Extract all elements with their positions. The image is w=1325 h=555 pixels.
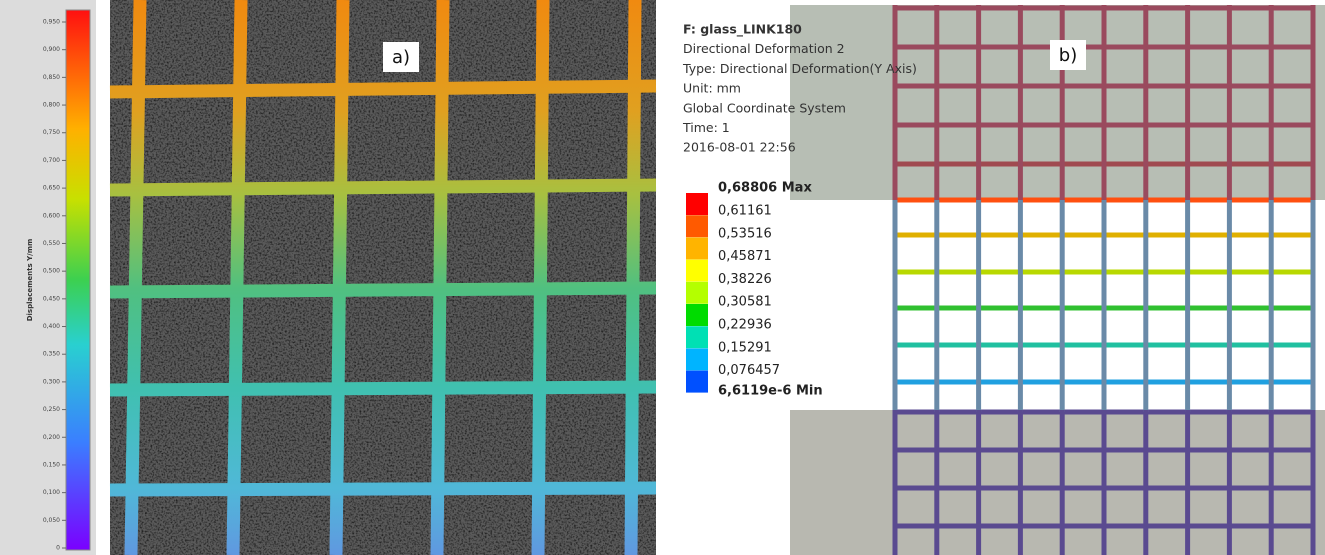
legend-value: 0,61161 — [718, 204, 772, 219]
legend-swatch — [686, 282, 708, 304]
photo-grid-line — [110, 288, 656, 292]
lower-block — [790, 410, 1325, 555]
legend-value: 0,53516 — [718, 226, 772, 241]
legend-value: 0,22936 — [718, 318, 772, 333]
header-line: F: glass_LINK180 — [683, 22, 802, 38]
colorbar-tick-label: 0,450 — [43, 295, 60, 302]
legend-max: 0,68806 Max — [718, 181, 812, 196]
legend-swatch — [686, 215, 708, 237]
colorbar-tick-label: 0,700 — [43, 157, 60, 164]
colorbar-tick-label: 0,800 — [43, 102, 60, 109]
header-line: Directional Deformation 2 — [683, 41, 845, 56]
legend-swatch — [686, 326, 708, 348]
colorbar-tick-label: 0,900 — [43, 46, 60, 53]
photo-grid-line — [110, 387, 656, 390]
header-line: Time: 1 — [682, 120, 730, 135]
colorbar-tick-label: 0,100 — [43, 489, 60, 496]
header-line: Unit: mm — [683, 81, 741, 96]
photo-grid-line — [336, 0, 343, 555]
header-line: 2016-08-01 22:56 — [683, 140, 796, 155]
figure: Displacements Y/mm 0 0,050 0,100 0,150 0,200… — [0, 0, 1325, 555]
colorbar-tick-label: 0,400 — [43, 323, 60, 330]
legend-swatch — [686, 348, 708, 370]
colorbar-tick-label: 0,850 — [43, 74, 60, 81]
upper-block — [790, 5, 1325, 200]
colorbar-tick-label: 0,750 — [43, 129, 60, 136]
colorbar-tick-label: 0,150 — [43, 461, 60, 468]
colorbar-tick-label: 0,250 — [43, 406, 60, 413]
photo-grid-line — [538, 0, 543, 555]
legend-min: 6,6119e-6 Min — [718, 384, 823, 399]
photo-grid-line — [110, 185, 656, 190]
colorbar-tick-label: 0,550 — [43, 240, 60, 247]
colorbar-tick-label: 0,350 — [43, 351, 60, 358]
colorbar-title: Displacements Y/mm — [26, 239, 34, 322]
panel-label: a) — [392, 47, 410, 68]
colorbar-tick-label: 0,500 — [43, 268, 60, 275]
colorbar-tick-label: 0,050 — [43, 517, 60, 524]
legend-value: 0,15291 — [718, 340, 772, 355]
colorbar-tick-label: 0,950 — [43, 19, 60, 26]
photo-grid-line — [131, 0, 140, 555]
legend-value: 0,38226 — [718, 272, 772, 287]
legend-swatch — [686, 260, 708, 282]
header-line: Global Coordinate System — [683, 100, 846, 115]
photo-grid-line — [110, 86, 656, 92]
colorbar-tick-label: 0,300 — [43, 378, 60, 385]
colorbar-tick-label: 0,650 — [43, 185, 60, 192]
legend-swatch — [686, 304, 708, 326]
photo-grid-line — [437, 0, 443, 555]
photo-grid-line — [110, 488, 656, 490]
colorbar — [66, 10, 90, 550]
colorbar-tick-label: 0 — [56, 545, 60, 552]
legend-value: 0,30581 — [718, 295, 772, 310]
result-legend: 0,68806 Max 0,61161 0,53516 0,45871 0,38226 0… — [686, 181, 823, 399]
legend-swatch — [686, 193, 708, 215]
photo-grid-line — [631, 0, 635, 555]
legend-value: 0,45871 — [718, 249, 772, 264]
legend-swatch — [686, 237, 708, 259]
panel-label: b) — [1059, 45, 1077, 66]
legend-swatch — [686, 371, 708, 393]
colorbar-tick-label: 0,200 — [43, 434, 60, 441]
header-line: Type: Directional Deformation(Y Axis) — [682, 61, 917, 76]
legend-value: 0,076457 — [718, 363, 780, 378]
photo-grid-line — [233, 0, 241, 555]
colorbar-tick-label: 0,600 — [43, 212, 60, 219]
